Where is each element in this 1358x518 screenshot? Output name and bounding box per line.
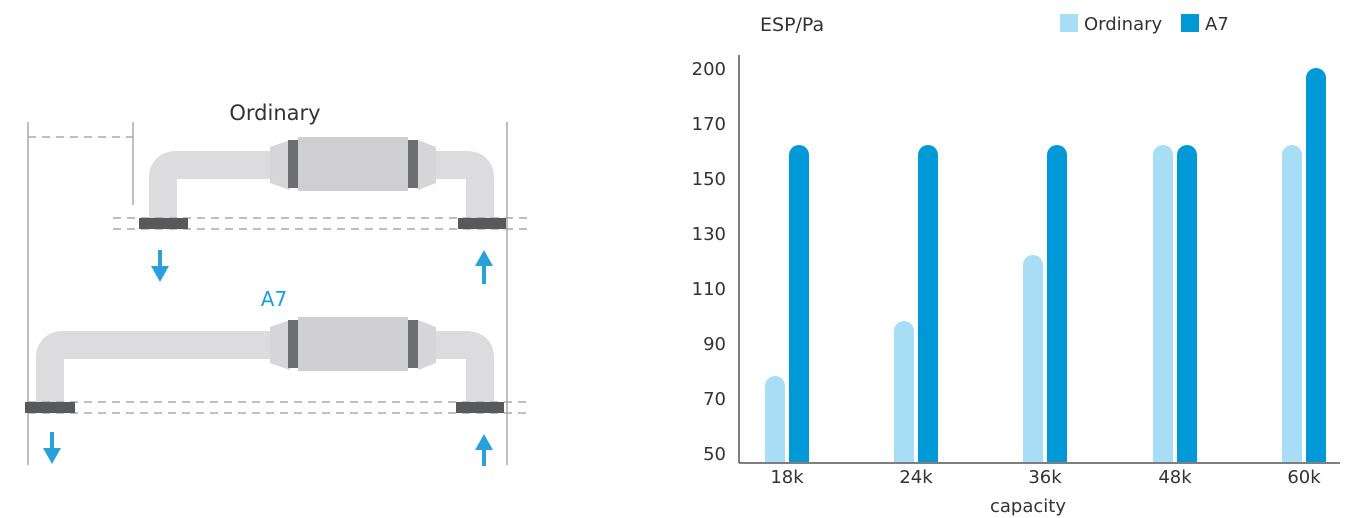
a7-down-arrow-icon [43, 432, 61, 464]
a7-left-connector [270, 320, 290, 370]
bar-ordinary-48k [1153, 145, 1173, 462]
bar-ordinary-36k [1023, 255, 1043, 462]
bar-a7-36k [1047, 145, 1067, 462]
y-tick-label: 50 [703, 444, 726, 465]
y-tick-labels: 50 70 90 110 130 150 170 200 [692, 59, 726, 465]
ordinary-left-flange [288, 140, 298, 188]
x-tick-labels: 18k 24k 36k 48k 60k [770, 467, 1321, 488]
a7-left-flange [288, 320, 298, 368]
bar-a7-24k [918, 145, 938, 462]
pipe-comparison-diagram: Ordinary A7 [25, 101, 528, 466]
legend-label-a7: A7 [1205, 14, 1229, 35]
x-tick-label: 18k [770, 467, 804, 488]
y-tick-label: 70 [703, 389, 726, 410]
x-tick-label: 60k [1287, 467, 1321, 488]
ordinary-right-base [458, 218, 506, 229]
bar-a7-18k [789, 145, 809, 462]
ordinary-up-arrow-icon [475, 250, 493, 284]
y-axis-title: ESP/Pa [760, 14, 824, 36]
legend-swatch-ordinary [1060, 14, 1078, 32]
y-tick-label: 200 [692, 59, 726, 80]
x-axis-title: capacity [990, 496, 1066, 517]
y-tick-label: 150 [692, 169, 726, 190]
a7-up-arrow-icon [475, 434, 493, 466]
a7-right-flange [408, 320, 418, 368]
ordinary-right-connector [418, 140, 436, 190]
bar-ordinary-60k [1282, 145, 1302, 462]
ordinary-title: Ordinary [229, 101, 320, 125]
bar-a7-60k [1306, 68, 1326, 462]
ordinary-down-arrow-icon [151, 250, 169, 282]
ordinary-unit: Ordinary [27, 101, 528, 465]
bars [765, 68, 1326, 462]
y-tick-label: 110 [692, 279, 726, 300]
a7-right-connector [418, 320, 436, 370]
a7-body [298, 317, 408, 371]
ordinary-left-connector [270, 140, 290, 190]
a7-right-base [456, 402, 504, 413]
y-tick-label: 130 [692, 224, 726, 245]
bar-ordinary-18k [765, 376, 785, 462]
x-tick-label: 48k [1158, 467, 1192, 488]
y-tick-label: 170 [692, 114, 726, 135]
legend-swatch-a7 [1181, 14, 1199, 32]
legend-label-ordinary: Ordinary [1084, 14, 1163, 35]
ordinary-left-base [139, 218, 188, 229]
ordinary-left-pipe [149, 151, 278, 220]
esp-bar-chart: ESP/Pa Ordinary A7 50 70 90 110 130 150 170 200… [692, 14, 1340, 517]
ordinary-right-flange [408, 140, 418, 188]
bar-a7-48k [1177, 145, 1197, 462]
ordinary-body [298, 137, 408, 191]
y-tick-label: 90 [703, 334, 726, 355]
a7-left-pipe [36, 331, 278, 405]
x-tick-label: 36k [1028, 467, 1062, 488]
x-tick-label: 24k [899, 467, 933, 488]
a7-left-base [25, 402, 75, 413]
bar-ordinary-24k [894, 321, 914, 462]
ordinary-right-pipe [425, 151, 494, 220]
legend: Ordinary A7 [1060, 14, 1229, 35]
a7-right-pipe [425, 331, 494, 405]
a7-unit: A7 [25, 287, 528, 466]
a7-title: A7 [261, 287, 287, 311]
